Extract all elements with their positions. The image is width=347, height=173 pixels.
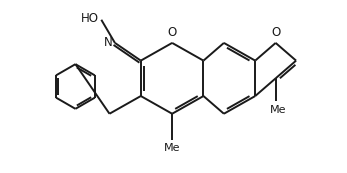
Text: O: O bbox=[271, 26, 280, 39]
Text: Me: Me bbox=[164, 143, 180, 153]
Text: HO: HO bbox=[81, 12, 99, 25]
Text: Me: Me bbox=[270, 105, 286, 115]
Text: O: O bbox=[168, 26, 177, 39]
Text: N: N bbox=[104, 36, 113, 49]
